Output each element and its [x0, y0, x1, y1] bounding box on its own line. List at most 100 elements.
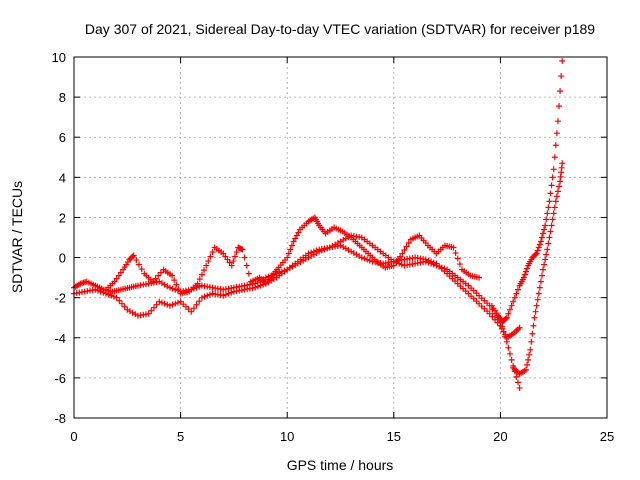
data-point — [505, 310, 512, 317]
data-point — [508, 302, 515, 309]
data-point — [169, 301, 176, 308]
data-point — [534, 296, 541, 303]
data-point — [503, 314, 510, 321]
data-point — [222, 291, 229, 298]
data-point — [436, 263, 443, 270]
data-point — [111, 278, 118, 285]
data-point — [540, 230, 547, 237]
data-point — [175, 286, 182, 293]
data-point — [545, 240, 552, 247]
data-point — [150, 304, 157, 311]
data-point — [157, 269, 164, 276]
y-axis-ticks: -8 -6 -4 -2 0 2 4 6 8 10 — [52, 50, 607, 426]
data-point — [108, 292, 115, 299]
data-point — [190, 305, 197, 312]
data-point — [257, 282, 264, 289]
data-point — [532, 251, 539, 258]
data-point — [538, 272, 545, 279]
data-point — [169, 285, 176, 292]
data-point — [188, 308, 195, 315]
data-point — [397, 253, 404, 260]
data-point — [169, 272, 176, 279]
data-point — [510, 298, 517, 305]
data-point — [173, 281, 180, 288]
data-point — [121, 303, 128, 310]
data-point — [425, 259, 432, 266]
x-tick-label: 0 — [70, 429, 77, 444]
data-point — [533, 302, 540, 309]
data-point — [528, 338, 535, 345]
data-point — [551, 204, 558, 211]
data-point — [536, 284, 543, 291]
data-point — [228, 289, 235, 296]
data-point — [133, 257, 140, 264]
data-point — [508, 356, 515, 363]
x-axis-ticks: 0 5 10 15 20 25 — [70, 57, 614, 444]
data-point — [529, 330, 536, 337]
data-point — [152, 275, 159, 282]
data-point — [545, 204, 552, 211]
data-point — [542, 256, 549, 263]
data-point — [310, 248, 317, 255]
data-point — [547, 190, 554, 197]
series-track-e — [510, 160, 566, 377]
data-point — [293, 232, 300, 239]
data-point — [521, 271, 528, 278]
data-point — [500, 328, 507, 335]
data-point — [531, 314, 538, 321]
data-point — [206, 291, 213, 298]
x-tick-label: 15 — [387, 429, 401, 444]
data-point — [541, 226, 548, 233]
data-point — [145, 310, 152, 317]
data-point — [537, 278, 544, 285]
data-point — [552, 142, 559, 149]
data-point — [136, 261, 143, 268]
data-point — [524, 361, 531, 368]
data-point — [130, 252, 137, 259]
data-point — [556, 103, 563, 110]
data-point — [292, 235, 299, 242]
data-point — [396, 260, 403, 267]
data-point — [544, 210, 551, 217]
data-point — [243, 262, 250, 269]
data-point — [549, 216, 556, 223]
data-point — [113, 294, 120, 301]
data-point — [308, 249, 315, 256]
data-point — [557, 88, 564, 95]
data-point — [505, 344, 512, 351]
data-point — [201, 267, 208, 274]
data-point — [401, 247, 408, 254]
data-point — [288, 242, 295, 249]
data-point — [230, 258, 237, 265]
series-track-c — [102, 214, 483, 297]
data-point — [313, 247, 320, 254]
data-point — [403, 243, 410, 250]
data-point — [476, 274, 483, 281]
data-point — [295, 229, 302, 236]
data-point — [224, 256, 231, 263]
data-point — [433, 262, 440, 269]
data-point — [204, 292, 211, 299]
data-point — [441, 265, 448, 272]
y-tick-label: -6 — [54, 371, 66, 386]
data-point — [153, 301, 160, 308]
data-point — [166, 284, 173, 291]
data-point — [553, 130, 560, 137]
x-axis-label: GPS time / hours — [287, 457, 394, 473]
data-marks — [71, 58, 566, 391]
data-point — [196, 298, 203, 305]
data-point — [207, 253, 214, 260]
data-point — [100, 289, 107, 296]
data-point — [544, 246, 551, 253]
data-point — [366, 257, 373, 264]
data-point — [522, 366, 529, 373]
data-point — [524, 265, 531, 272]
data-point — [203, 262, 210, 269]
data-point — [450, 244, 457, 251]
data-point — [516, 384, 523, 391]
data-point — [494, 319, 501, 326]
y-tick-label: 2 — [59, 210, 66, 225]
y-tick-label: 0 — [59, 251, 66, 266]
data-point — [193, 301, 200, 308]
data-point — [94, 287, 101, 294]
